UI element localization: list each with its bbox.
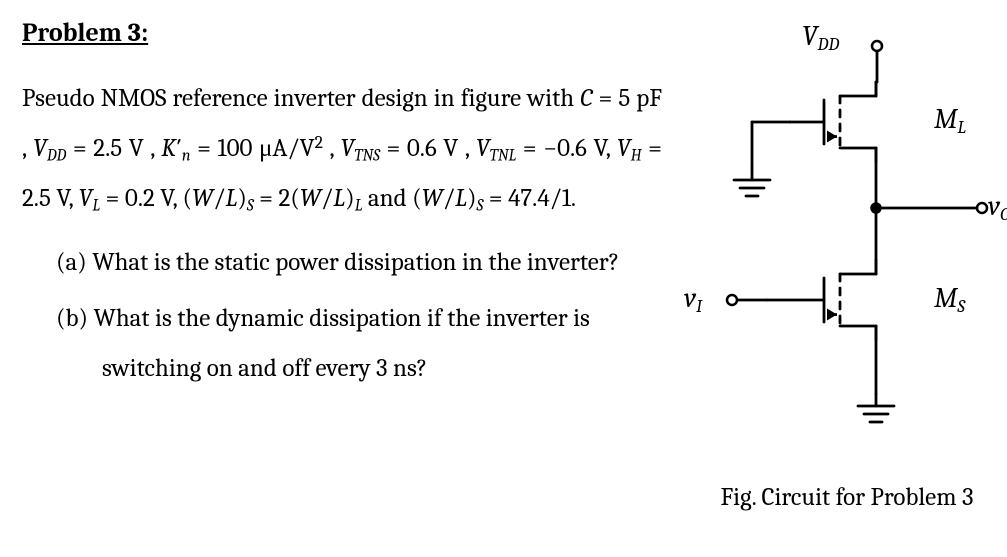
text-column: Problem 3: Pseudo NMOS reference inverte… (22, 18, 672, 400)
subquestions: (a) What is the static power dissipation… (56, 238, 662, 394)
sub-a: (a) What is the static power dissipation… (56, 238, 662, 288)
label-vi: vI (684, 282, 702, 317)
label-ml: ML (934, 103, 966, 138)
circuit-figure: VDD ML vO vI MS Fig. Circuit for Problem… (682, 18, 1007, 488)
problem-statement: Pseudo NMOS reference inverter design in… (22, 74, 662, 224)
label-vo: vO (988, 190, 1007, 225)
figure-caption: Fig. Circuit for Problem 3 (682, 483, 1007, 512)
problem-heading: Problem 3: (22, 18, 662, 48)
circuit-svg (682, 18, 1007, 488)
label-ms: MS (934, 282, 965, 317)
page-root: Problem 3: Pseudo NMOS reference inverte… (0, 0, 1007, 557)
sub-b: (b) What is the dynamic dissipation if t… (56, 294, 662, 394)
label-vdd: VDD (802, 20, 839, 55)
columns: Problem 3: Pseudo NMOS reference inverte… (22, 18, 985, 488)
figure-column: VDD ML vO vI MS Fig. Circuit for Problem… (672, 18, 1007, 488)
